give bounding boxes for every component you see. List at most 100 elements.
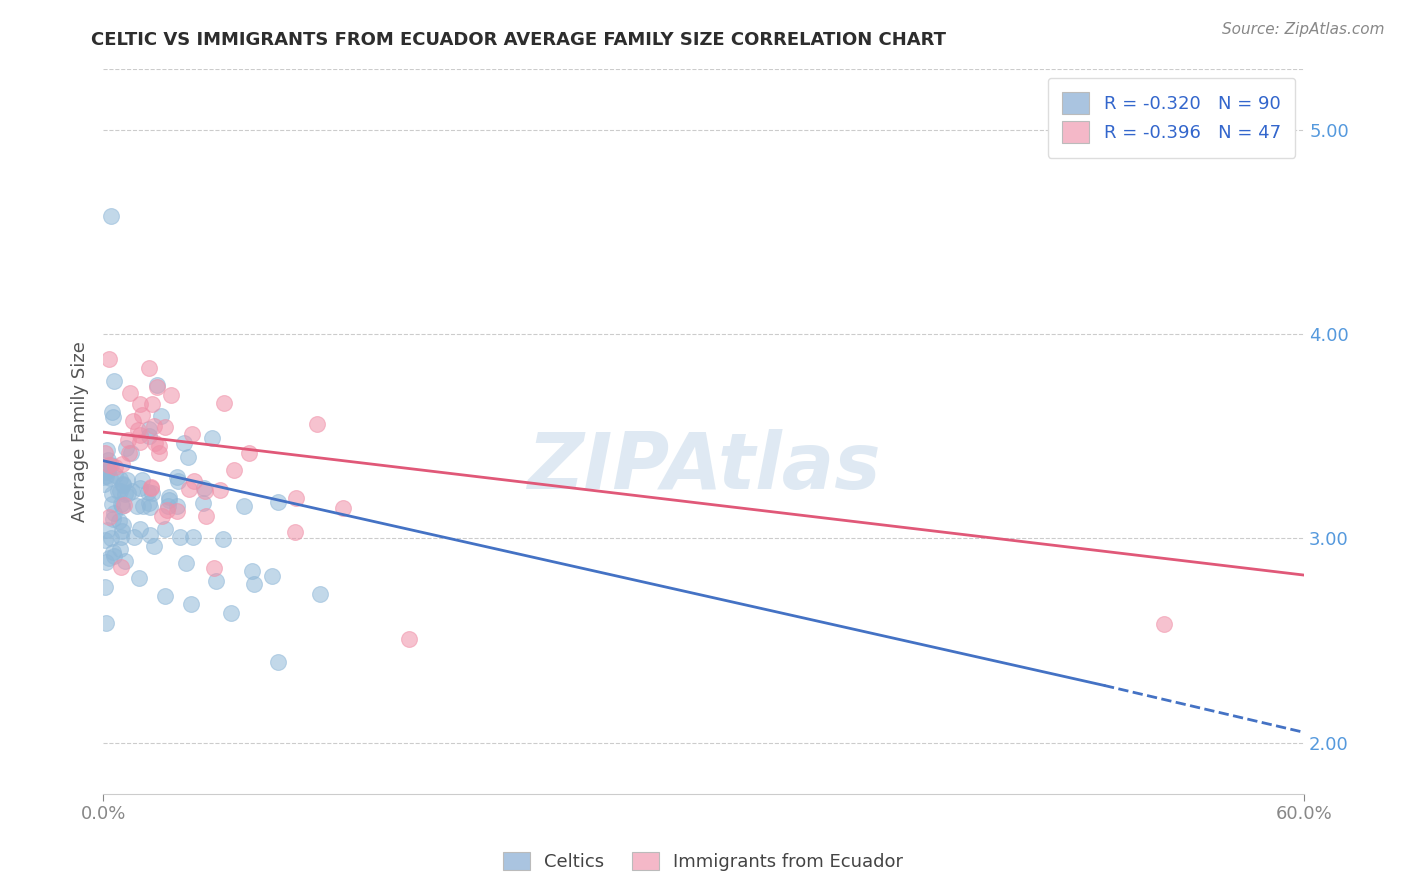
Point [103,545,125,559]
Point [156,503,179,517]
Point [149,409,172,423]
Point [96,555,118,569]
Point [111,518,134,533]
Point [100,486,122,500]
Point [176,450,198,464]
Point [166,499,188,513]
Point [111,457,134,471]
Point [120,446,142,460]
Point [139,500,162,515]
Point [115,473,138,487]
Point [201,431,224,445]
Point [93,470,115,484]
Point [122,413,145,427]
Point [284,491,307,505]
Point [183,474,205,488]
Point [100,209,122,223]
Point [94,469,117,483]
Point [110,497,132,511]
Point [112,476,135,491]
Point [108,542,131,557]
Point [111,477,134,491]
Point [142,539,165,553]
Point [181,529,204,543]
Point [180,427,202,442]
Point [98,352,121,367]
Point [157,499,180,513]
Legend: Celtics, Immigrants from Ecuador: Celtics, Immigrants from Ecuador [496,845,910,879]
Point [284,524,307,539]
Point [107,484,129,499]
Point [98,551,121,566]
Point [174,557,197,571]
Point [131,473,153,487]
Point [114,554,136,568]
Point [93,477,115,491]
Point [103,459,125,474]
Point [103,549,125,563]
Point [103,506,125,520]
Point [138,428,160,442]
Point [129,428,152,442]
Point [146,378,169,392]
Point [242,576,264,591]
Point [94,580,117,594]
Point [110,472,132,486]
Point [97,510,120,524]
Point [141,397,163,411]
Text: Source: ZipAtlas.com: Source: ZipAtlas.com [1222,22,1385,37]
Point [238,446,260,460]
Point [94,445,117,459]
Point [157,490,180,504]
Point [111,499,134,513]
Point [118,446,141,460]
Point [1153,617,1175,632]
Point [103,512,125,526]
Point [112,498,135,512]
Point [94,533,117,547]
Point [139,528,162,542]
Point [166,470,188,484]
Point [103,374,125,388]
Point [141,480,163,494]
Point [193,481,215,495]
Point [160,388,183,402]
Point [97,463,120,477]
Point [121,484,143,499]
Point [122,530,145,544]
Point [101,497,124,511]
Point [152,509,174,524]
Point [180,597,202,611]
Y-axis label: Average Family Size: Average Family Size [72,341,89,522]
Point [128,397,150,411]
Text: CELTIC VS IMMIGRANTS FROM ECUADOR AVERAGE FAMILY SIZE CORRELATION CHART: CELTIC VS IMMIGRANTS FROM ECUADOR AVERAG… [91,31,946,49]
Point [173,435,195,450]
Point [115,442,138,456]
Point [136,484,159,499]
Point [120,386,142,401]
Point [131,408,153,422]
Point [153,589,176,603]
Point [260,568,283,582]
Point [138,496,160,510]
Point [110,559,132,574]
Point [101,409,124,424]
Point [117,486,139,500]
Point [398,632,420,646]
Point [108,514,131,528]
Point [114,487,136,501]
Point [153,419,176,434]
Point [157,493,180,508]
Point [146,379,169,393]
Point [129,434,152,449]
Point [267,656,290,670]
Point [142,419,165,434]
Point [97,453,120,467]
Point [98,471,121,485]
Point [117,433,139,447]
Point [96,442,118,457]
Point [100,532,122,546]
Point [143,436,166,450]
Point [96,465,118,479]
Point [129,522,152,536]
